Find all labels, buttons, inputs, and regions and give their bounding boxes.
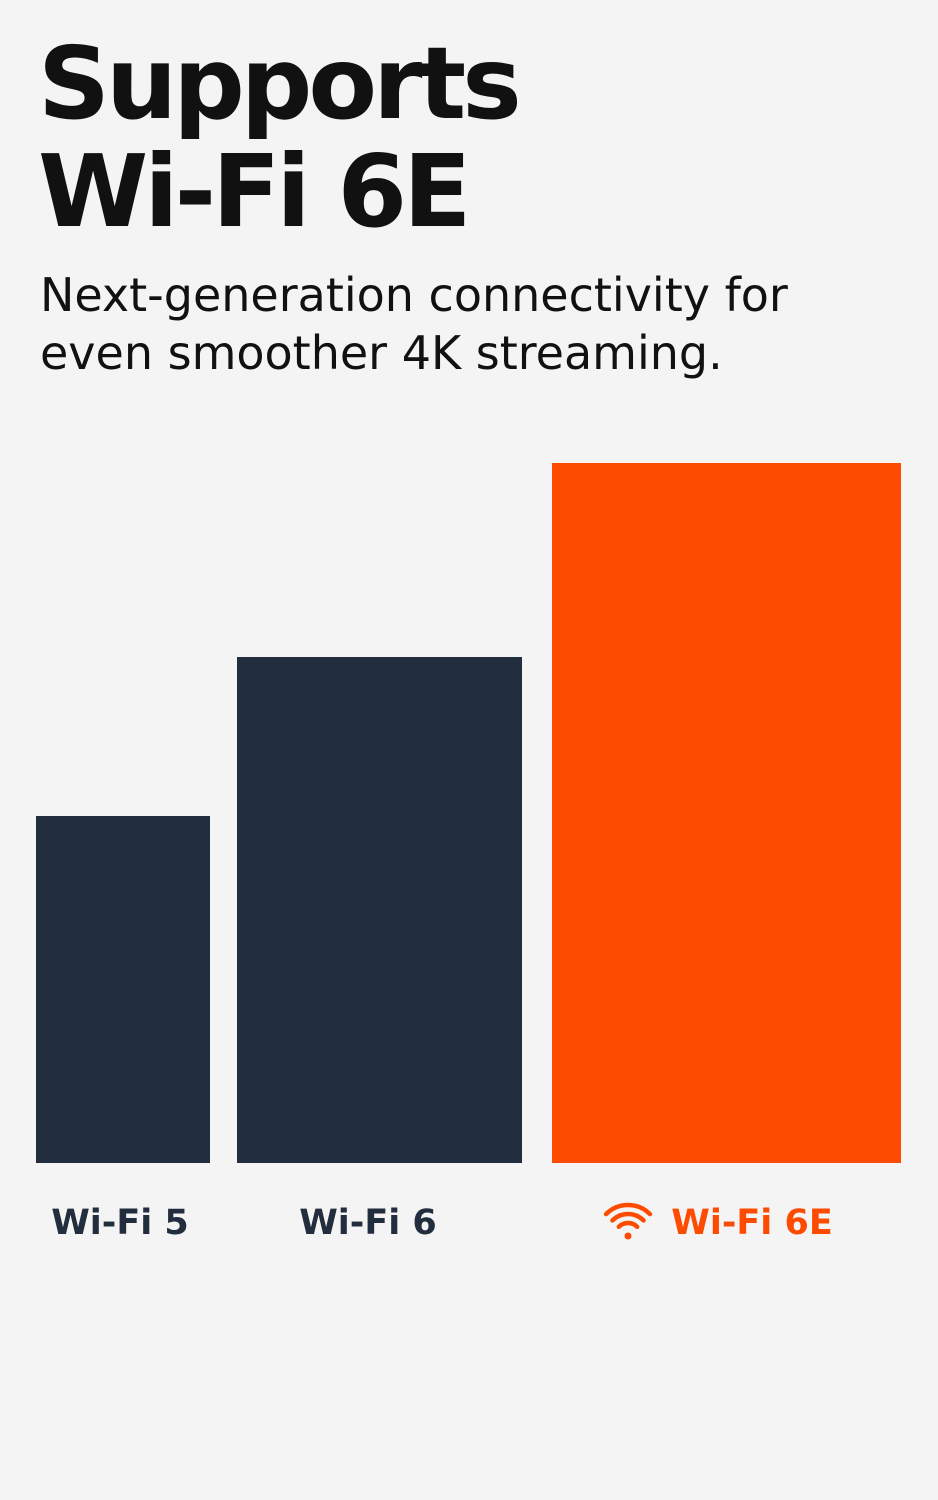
bar-group (36, 463, 901, 1163)
bar-wi-fi-5 (36, 816, 210, 1163)
page-title: Supports Wi-Fi 6E (38, 25, 522, 250)
category-label-group: Wi-Fi 5 Wi-Fi 6 Wi-Fi 6E (51, 1202, 833, 1243)
title-line-2: Wi-Fi 6E (38, 133, 471, 250)
wifi-icon (603, 1202, 653, 1240)
subtitle-line-1: Next-generation connectivity for (40, 268, 788, 322)
title-line-1: Supports (38, 25, 522, 142)
subtitle-line-2: even smoother 4K streaming. (40, 326, 723, 380)
page-subtitle: Next-generation connectivity for even sm… (40, 266, 788, 382)
category-label-wi-fi-6e: Wi-Fi 6E (671, 1203, 832, 1243)
bar-wi-fi-6 (237, 657, 522, 1163)
category-label-wi-fi-6: Wi-Fi 6 (299, 1203, 437, 1243)
bar-wi-fi-6e (552, 463, 901, 1163)
category-label-wi-fi-5: Wi-Fi 5 (51, 1203, 189, 1243)
